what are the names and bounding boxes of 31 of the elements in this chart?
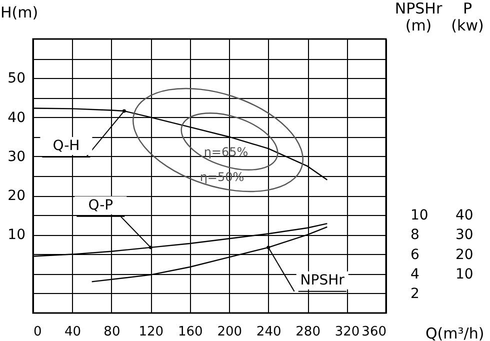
x-tick-label: 160: [178, 324, 203, 340]
x-tick-label: 360: [362, 324, 386, 340]
x-tick-label: 280: [296, 324, 320, 340]
text: Q-P: [88, 197, 114, 214]
x-tick-label: 320: [334, 324, 360, 340]
x-tick-label: 120: [138, 324, 164, 340]
y-tick-label: 10: [8, 227, 26, 244]
y2-axis-title: NPSHr (m): [394, 0, 443, 34]
y3-tick-label: 20: [456, 246, 474, 263]
y-tick-label: 50: [8, 70, 26, 87]
x-axis-title: Q(m³/h): [426, 324, 484, 341]
y3-axis-title: P (kw): [451, 0, 484, 34]
y-axis-title: H(m): [0, 4, 38, 22]
y2-tick-label: 6: [410, 246, 420, 263]
y-tick-label: 20: [8, 188, 26, 204]
text: NPSHr: [300, 272, 345, 288]
y-tick-label: 30: [8, 148, 26, 165]
y2-tick-label: 10: [410, 208, 428, 224]
y2-tick-label: 8: [410, 227, 420, 244]
x-tick-label: 200: [217, 324, 242, 340]
y2-tick-label: 4: [410, 266, 420, 282]
x-tick-label: 80: [104, 324, 120, 340]
x-tick-label: 0: [34, 324, 42, 340]
y2-tick-label: 2: [410, 286, 420, 302]
y3-tick-label: 10: [456, 266, 474, 282]
y3-tick-label: 30: [456, 227, 474, 244]
text: Q-H: [52, 138, 80, 154]
x-tick-label: 40: [64, 324, 81, 340]
x-tick-label: 240: [256, 324, 282, 340]
y3-tick-label: 40: [456, 208, 474, 224]
y-tick-label: 40: [8, 110, 26, 126]
